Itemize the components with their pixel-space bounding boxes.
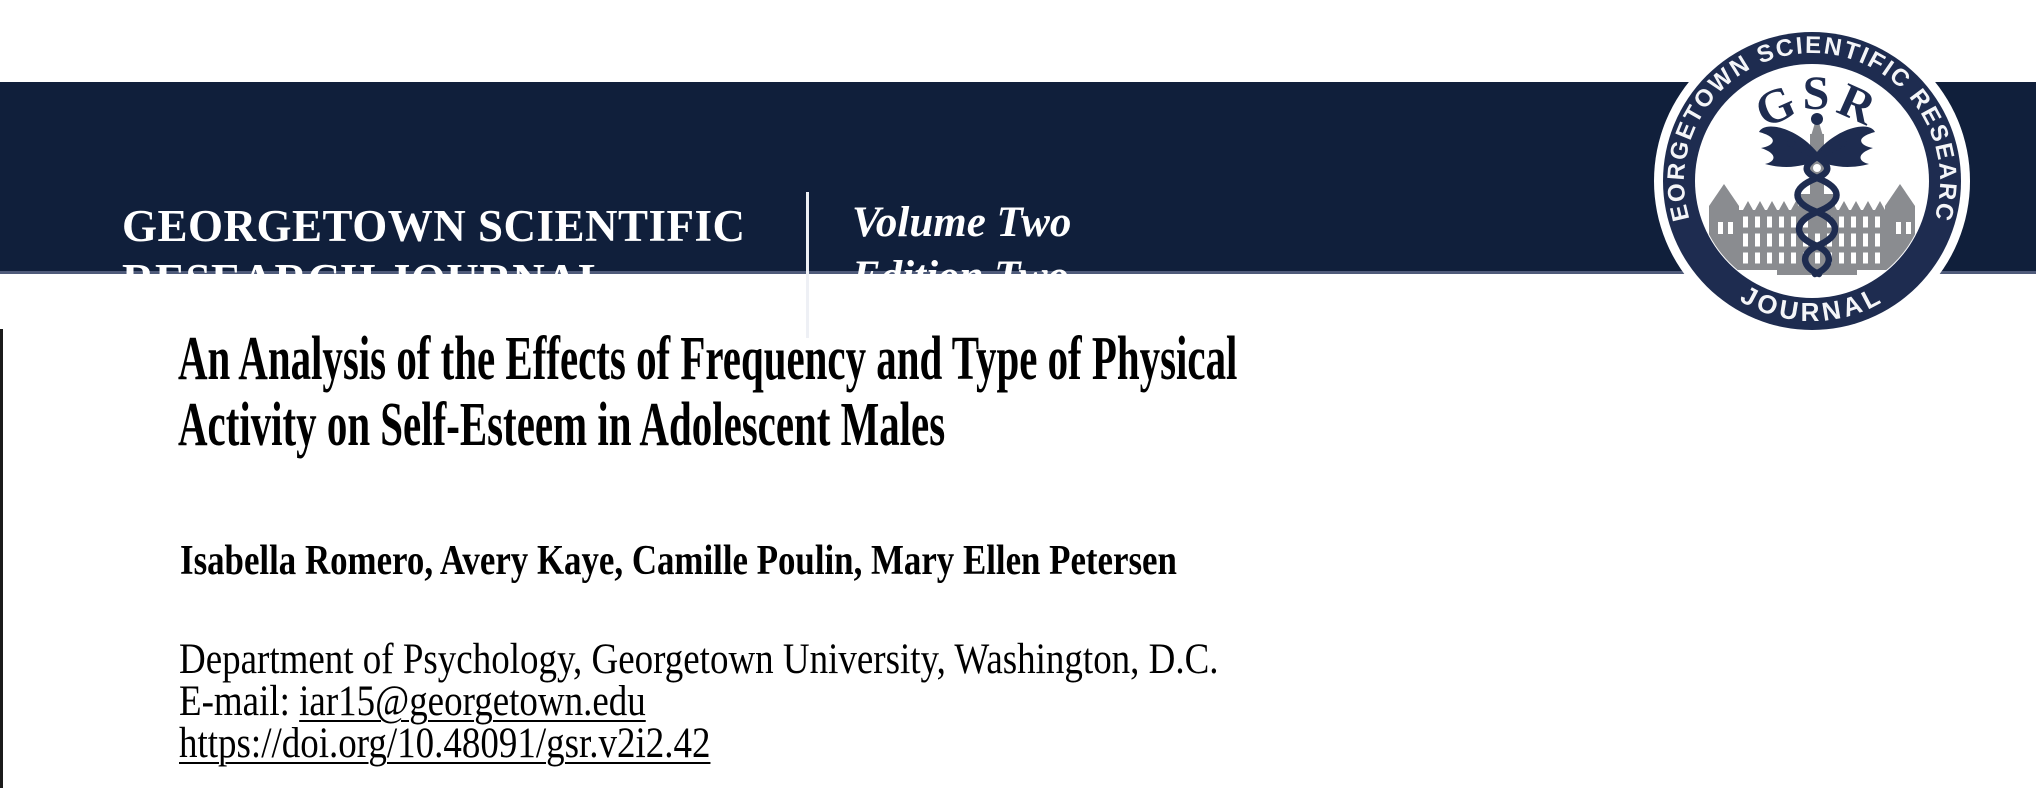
article-title: An Analysis of the Effects of Frequency … — [178, 326, 1783, 458]
journal-name: GEORGETOWN SCIENTIFIC RESEARCH JOURNAL — [122, 199, 746, 307]
issue-season: Spring 2022 — [852, 307, 1069, 354]
affiliation-block: Department of Psychology, Georgetown Uni… — [179, 636, 1388, 767]
journal-name-line2: RESEARCH JOURNAL — [122, 255, 609, 305]
issue-volume: Volume Two — [852, 199, 1072, 246]
issue-info: Volume Two Edition Two Spring 2022 — [852, 196, 1071, 358]
left-margin-rule — [0, 329, 3, 788]
author-names: Isabella Romero, Avery Kaye, Camille Pou… — [180, 538, 1177, 584]
journal-name-line1: GEORGETOWN SCIENTIFIC — [122, 201, 746, 251]
svg-text:S: S — [1803, 67, 1830, 120]
email-link[interactable]: iar15@georgetown.edu — [299, 678, 646, 725]
caduceus-icon — [1759, 113, 1875, 278]
author-list: Isabella Romero, Avery Kaye, Camille Pou… — [180, 540, 1381, 582]
email-label: E-mail: — [179, 678, 300, 725]
masthead-divider — [806, 192, 809, 338]
affiliation: Department of Psychology, Georgetown Uni… — [179, 636, 1219, 683]
issue-edition: Edition Two — [852, 253, 1070, 300]
article-title-line1: An Analysis of the Effects of Frequency … — [178, 325, 1238, 393]
doi-link[interactable]: https://doi.org/10.48091/gsr.v2i2.42 — [179, 720, 711, 767]
article-title-line2: Activity on Self-Esteem in Adolescent Ma… — [178, 391, 946, 459]
journal-seal-logo: G S R GEORGETOWN SCIENTIFIC RESEARCH JOU… — [1647, 16, 1970, 339]
